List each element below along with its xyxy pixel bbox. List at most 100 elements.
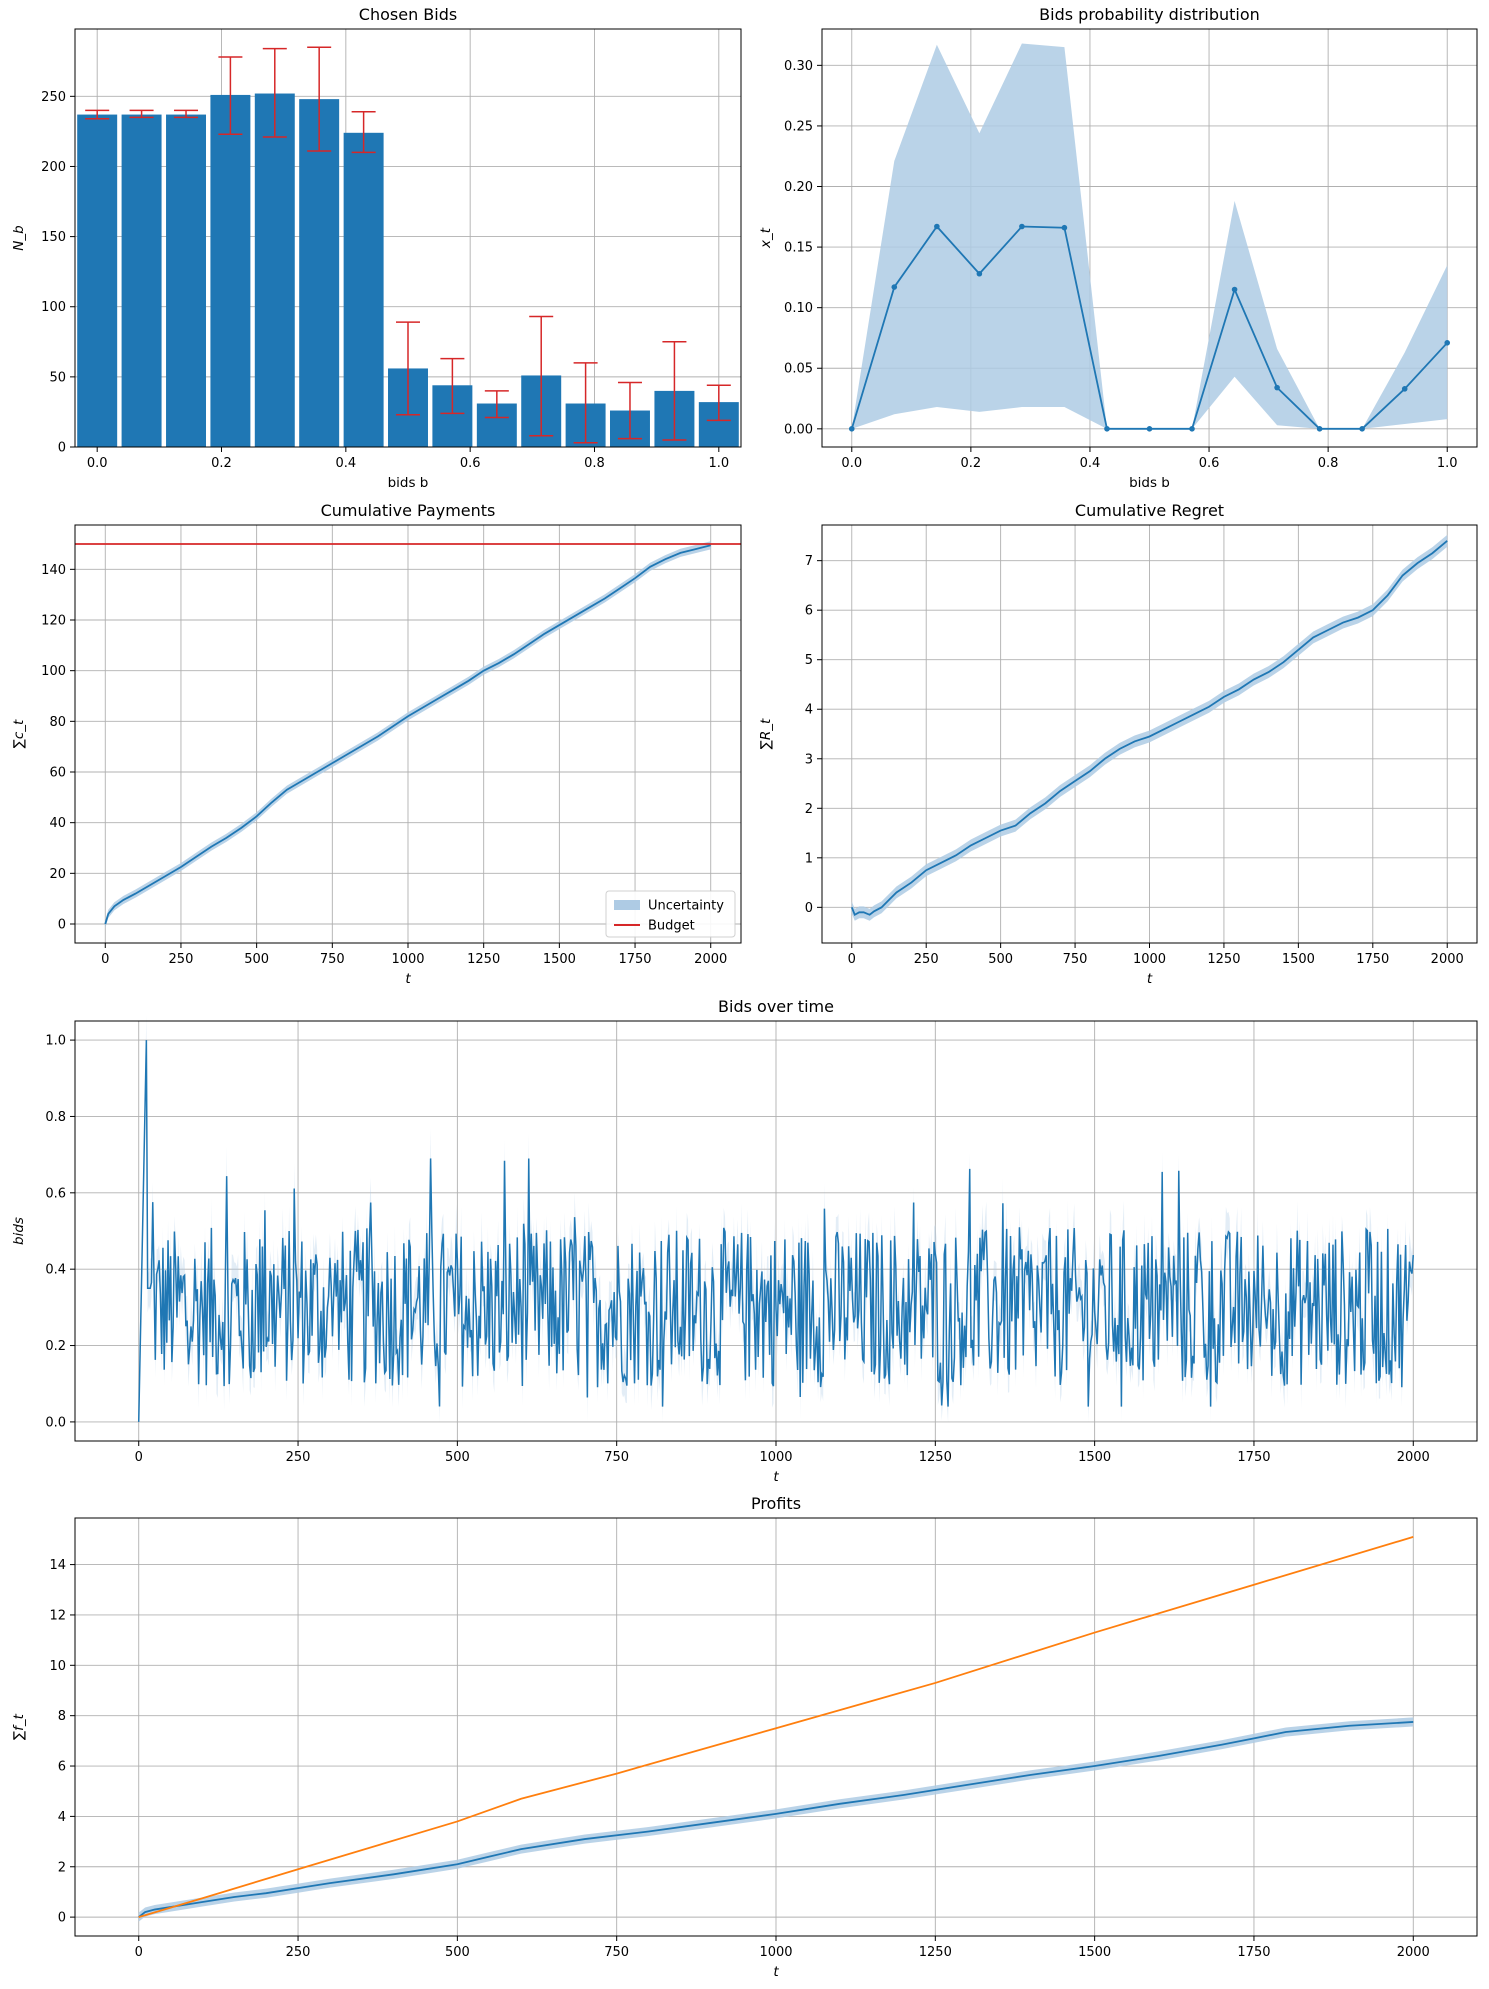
cumulative-regret-ylabel: ∑R_t (758, 718, 774, 749)
payments-line (104, 544, 711, 925)
cumulative-payments-chart: 0 250 500 750 1000 1250 1500 1750 2000 0 20 40 60 80 1… (11, 501, 742, 987)
profits-title: Profits (751, 1494, 801, 1513)
profits-ylabel: ∑f_t (11, 1713, 27, 1740)
cumulative-regret-frame (821, 524, 1478, 944)
legend: Uncertainty Budget (605, 890, 736, 938)
cumulative-regret-ytick-label: 4 (805, 703, 813, 718)
bids-probability-xtick-label: 0.6 (1199, 456, 1220, 471)
cumulative-payments-frame (74, 524, 742, 944)
profits-ytick-label: 2 (58, 1860, 66, 1875)
chosen-bids-ytick-label: 0 (58, 441, 66, 456)
cumulative-regret-xtick-label: 1750 (1356, 952, 1389, 967)
chosen-bids-frame (74, 28, 742, 448)
cumulative-payments-xlabel: t (405, 971, 411, 987)
profits-chart: 0 250 500 750 1000 1250 1500 1750 2000 0 2 4 6 8 10 12 1… (11, 1494, 1478, 1980)
cumulative-regret-chart: 0 250 500 750 1000 1250 1500 1750 2000 0 1 2 3 4 5 6 7 Cu… (758, 501, 1478, 987)
data-point (1359, 426, 1365, 432)
chosen-bids-ytick-label: 250 (41, 90, 66, 105)
cumulative-payments-ytick-label: 60 (49, 766, 66, 781)
chosen-bids-xlabel: bids b (388, 475, 429, 491)
cumulative-payments-title: Cumulative Payments (321, 501, 496, 520)
profits-xtick-label: 1500 (1078, 1945, 1111, 1960)
bids-probability-title: Bids probability distribution (1039, 5, 1260, 24)
bids-over-time-ytick-label: 0.2 (45, 1339, 66, 1354)
chosen-bids-xtick-label: 0.6 (460, 456, 481, 471)
bids-over-time-ytick-label: 0.8 (45, 1110, 66, 1125)
bids-over-time-ytick-label: 0.4 (45, 1263, 66, 1278)
cumulative-regret-xtick-label: 1000 (1133, 952, 1166, 967)
bids-probability-xtick-label: 0.0 (841, 456, 862, 471)
bids-probability-xtick-label: 1.0 (1437, 456, 1458, 471)
data-point (1104, 426, 1110, 432)
chosen-bids-xtick-label: 0.4 (335, 456, 356, 471)
profits-xtick-label: 750 (604, 1945, 629, 1960)
profits-xtick-label: 0 (135, 1945, 143, 1960)
data-point (1444, 340, 1451, 346)
profits-xtick-label: 1000 (759, 1945, 792, 1960)
bar (166, 114, 207, 448)
cumulative-payments-xtick-label: 750 (320, 952, 345, 967)
cumulative-payments-ytick-label: 20 (49, 867, 66, 882)
bids-probability-ytick-label: 0.15 (784, 241, 813, 256)
profits-frame (74, 1517, 1478, 1937)
profits-xtick-label: 1250 (919, 1945, 952, 1960)
bids-over-time-ytick-label: 0.0 (45, 1415, 66, 1430)
bids-probability-ytick-label: 0.10 (784, 301, 813, 316)
chosen-bids-ytick-label: 50 (49, 370, 66, 385)
cumulative-regret-ytick-label: 0 (805, 901, 813, 916)
data-point (848, 426, 855, 432)
bar (254, 93, 295, 447)
profit-line-blue (138, 1721, 1414, 1918)
bids-over-time-frame (74, 1020, 1478, 1442)
bids-probability-frame (821, 28, 1478, 448)
cumulative-payments-xtick-label: 500 (244, 952, 269, 967)
bids-line (137, 1040, 1415, 1422)
cumulative-payments-xtick-label: 0 (101, 952, 109, 967)
profits-ytick-label: 0 (58, 1911, 66, 1926)
bids-over-time-xlabel: t (773, 1469, 779, 1485)
profits-ytick-label: 10 (49, 1659, 66, 1674)
legend-label-budget: Budget (648, 919, 695, 934)
data-point (1401, 386, 1408, 392)
cumulative-payments-xtick-label: 1500 (543, 952, 576, 967)
cumulative-regret-xlabel: t (1147, 971, 1153, 987)
bids-over-time-xtick-label: 2000 (1397, 1450, 1430, 1465)
bids-probability-chart: 0.0 0.2 0.4 0.6 0.8 1.0 0.00 0.05 0.10 0.15 0.20 0.… (758, 5, 1478, 491)
bids-over-time-title: Bids over time (718, 997, 834, 1016)
cumulative-regret-ytick-label: 2 (805, 802, 813, 817)
bids-probability-xtick-label: 0.8 (1318, 456, 1339, 471)
cumulative-regret-xtick-label: 0 (848, 952, 856, 967)
bids-probability-xtick-label: 0.2 (961, 456, 982, 471)
profits-xtick-label: 500 (445, 1945, 470, 1960)
bids-over-time-xtick-label: 750 (604, 1450, 629, 1465)
cumulative-regret-xtick-label: 1500 (1282, 952, 1315, 967)
cumulative-regret-ytick-label: 5 (805, 653, 813, 668)
chosen-bids-xtick-label: 1.0 (708, 456, 729, 471)
chosen-bids-ytick-label: 150 (41, 230, 66, 245)
cumulative-regret-title: Cumulative Regret (1075, 501, 1224, 520)
data-point (1316, 426, 1323, 432)
bar (210, 94, 251, 447)
chosen-bids-xtick-label: 0.8 (584, 456, 605, 471)
bar (121, 114, 162, 448)
bids-over-time-xtick-label: 250 (286, 1450, 311, 1465)
legend-swatch-uncertainty (614, 900, 640, 910)
bids-probability-xlabel: bids b (1129, 475, 1170, 491)
bids-over-time-ylabel: bids (11, 1217, 27, 1245)
bids-over-time-chart: 0 250 500 750 1000 1250 1500 1750 2000 0.0 0.2 0.4 0… (11, 997, 1478, 1485)
profits-xtick-label: 1750 (1237, 1945, 1270, 1960)
bids-over-time-xtick-label: 0 (135, 1450, 143, 1465)
chosen-bids-ytick-label: 200 (41, 160, 66, 175)
bids-over-time-xtick-label: 500 (445, 1450, 470, 1465)
bids-probability-ytick-label: 0.25 (784, 119, 813, 134)
bids-over-time-xtick-label: 1750 (1237, 1450, 1270, 1465)
data-point (976, 270, 983, 277)
profits-ytick-label: 14 (49, 1558, 66, 1573)
bar (343, 132, 384, 448)
data-point (1061, 224, 1068, 231)
bids-over-time-ytick-label: 0.6 (45, 1186, 66, 1201)
bids-over-time-xtick-label: 1000 (759, 1450, 792, 1465)
cumulative-payments-xtick-label: 250 (169, 952, 194, 967)
cumulative-payments-ylabel: ∑c_t (11, 719, 27, 748)
